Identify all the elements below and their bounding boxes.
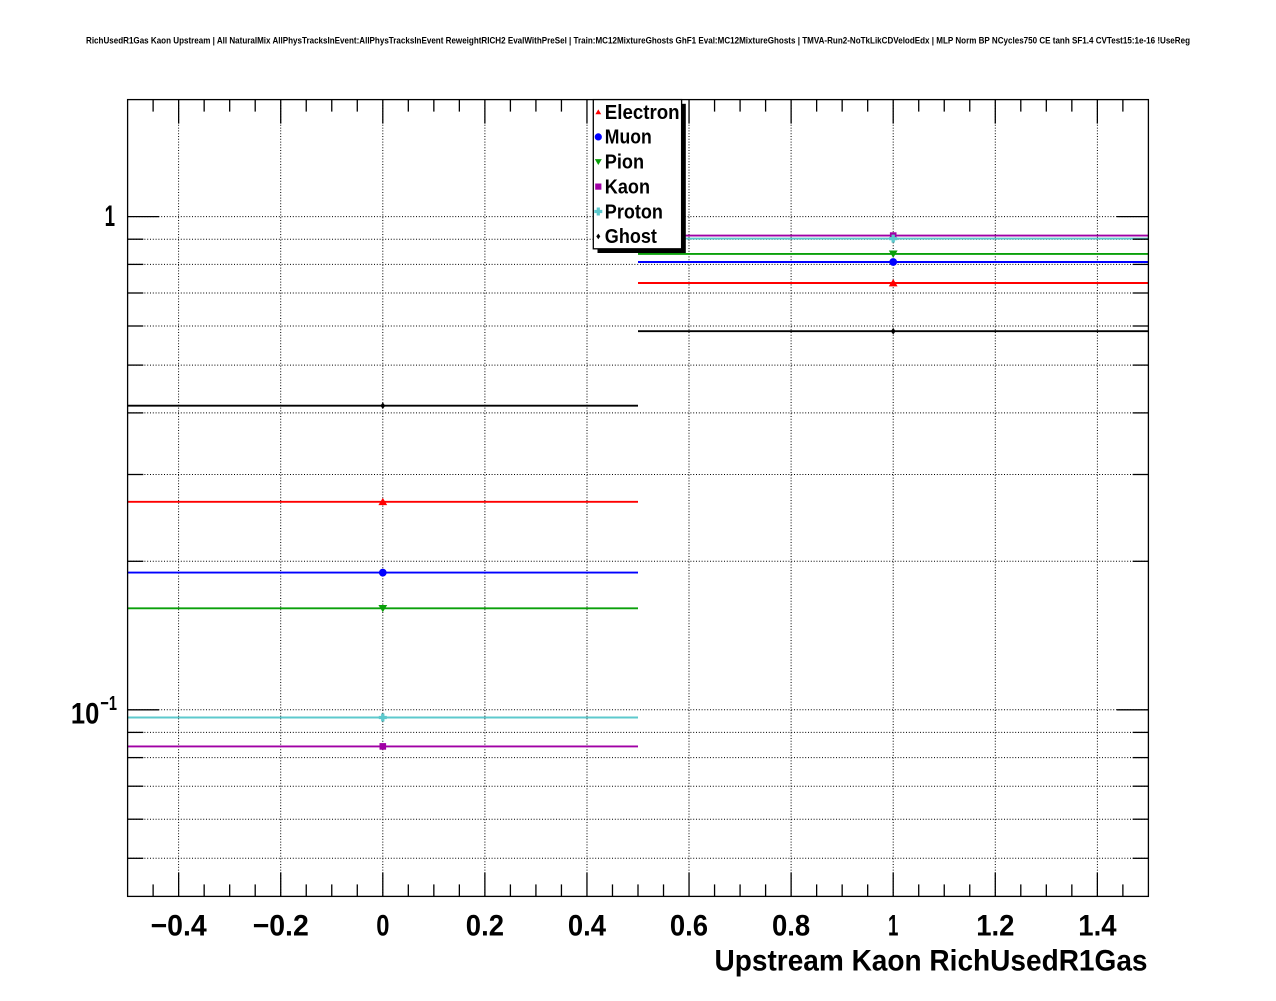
svg-text:−0.2: −0.2 bbox=[253, 909, 309, 942]
svg-text:0: 0 bbox=[376, 909, 389, 942]
svg-text:RichUsedR1Gas Kaon Upstream |: RichUsedR1Gas Kaon Upstream | All Natura… bbox=[86, 36, 1190, 47]
svg-text:0.4: 0.4 bbox=[568, 909, 606, 942]
svg-text:1: 1 bbox=[105, 200, 115, 233]
svg-text:Ghost: Ghost bbox=[605, 226, 657, 248]
svg-text:0.2: 0.2 bbox=[466, 909, 504, 942]
svg-text:−1: −1 bbox=[100, 692, 117, 715]
svg-text:Proton: Proton bbox=[605, 201, 663, 223]
svg-text:1.2: 1.2 bbox=[976, 909, 1014, 942]
svg-text:Kaon: Kaon bbox=[605, 176, 650, 198]
svg-text:1: 1 bbox=[888, 909, 898, 942]
svg-text:10: 10 bbox=[71, 697, 99, 730]
svg-text:Muon: Muon bbox=[605, 127, 652, 149]
svg-text:Electron: Electron bbox=[605, 102, 680, 124]
svg-text:0.8: 0.8 bbox=[772, 909, 810, 942]
svg-text:0.6: 0.6 bbox=[670, 909, 708, 942]
svg-text:1.4: 1.4 bbox=[1078, 909, 1116, 942]
svg-text:Upstream Kaon RichUsedR1Gas: Upstream Kaon RichUsedR1Gas bbox=[715, 945, 1148, 978]
svg-text:−0.4: −0.4 bbox=[151, 909, 207, 942]
svg-text:Pion: Pion bbox=[605, 152, 644, 174]
